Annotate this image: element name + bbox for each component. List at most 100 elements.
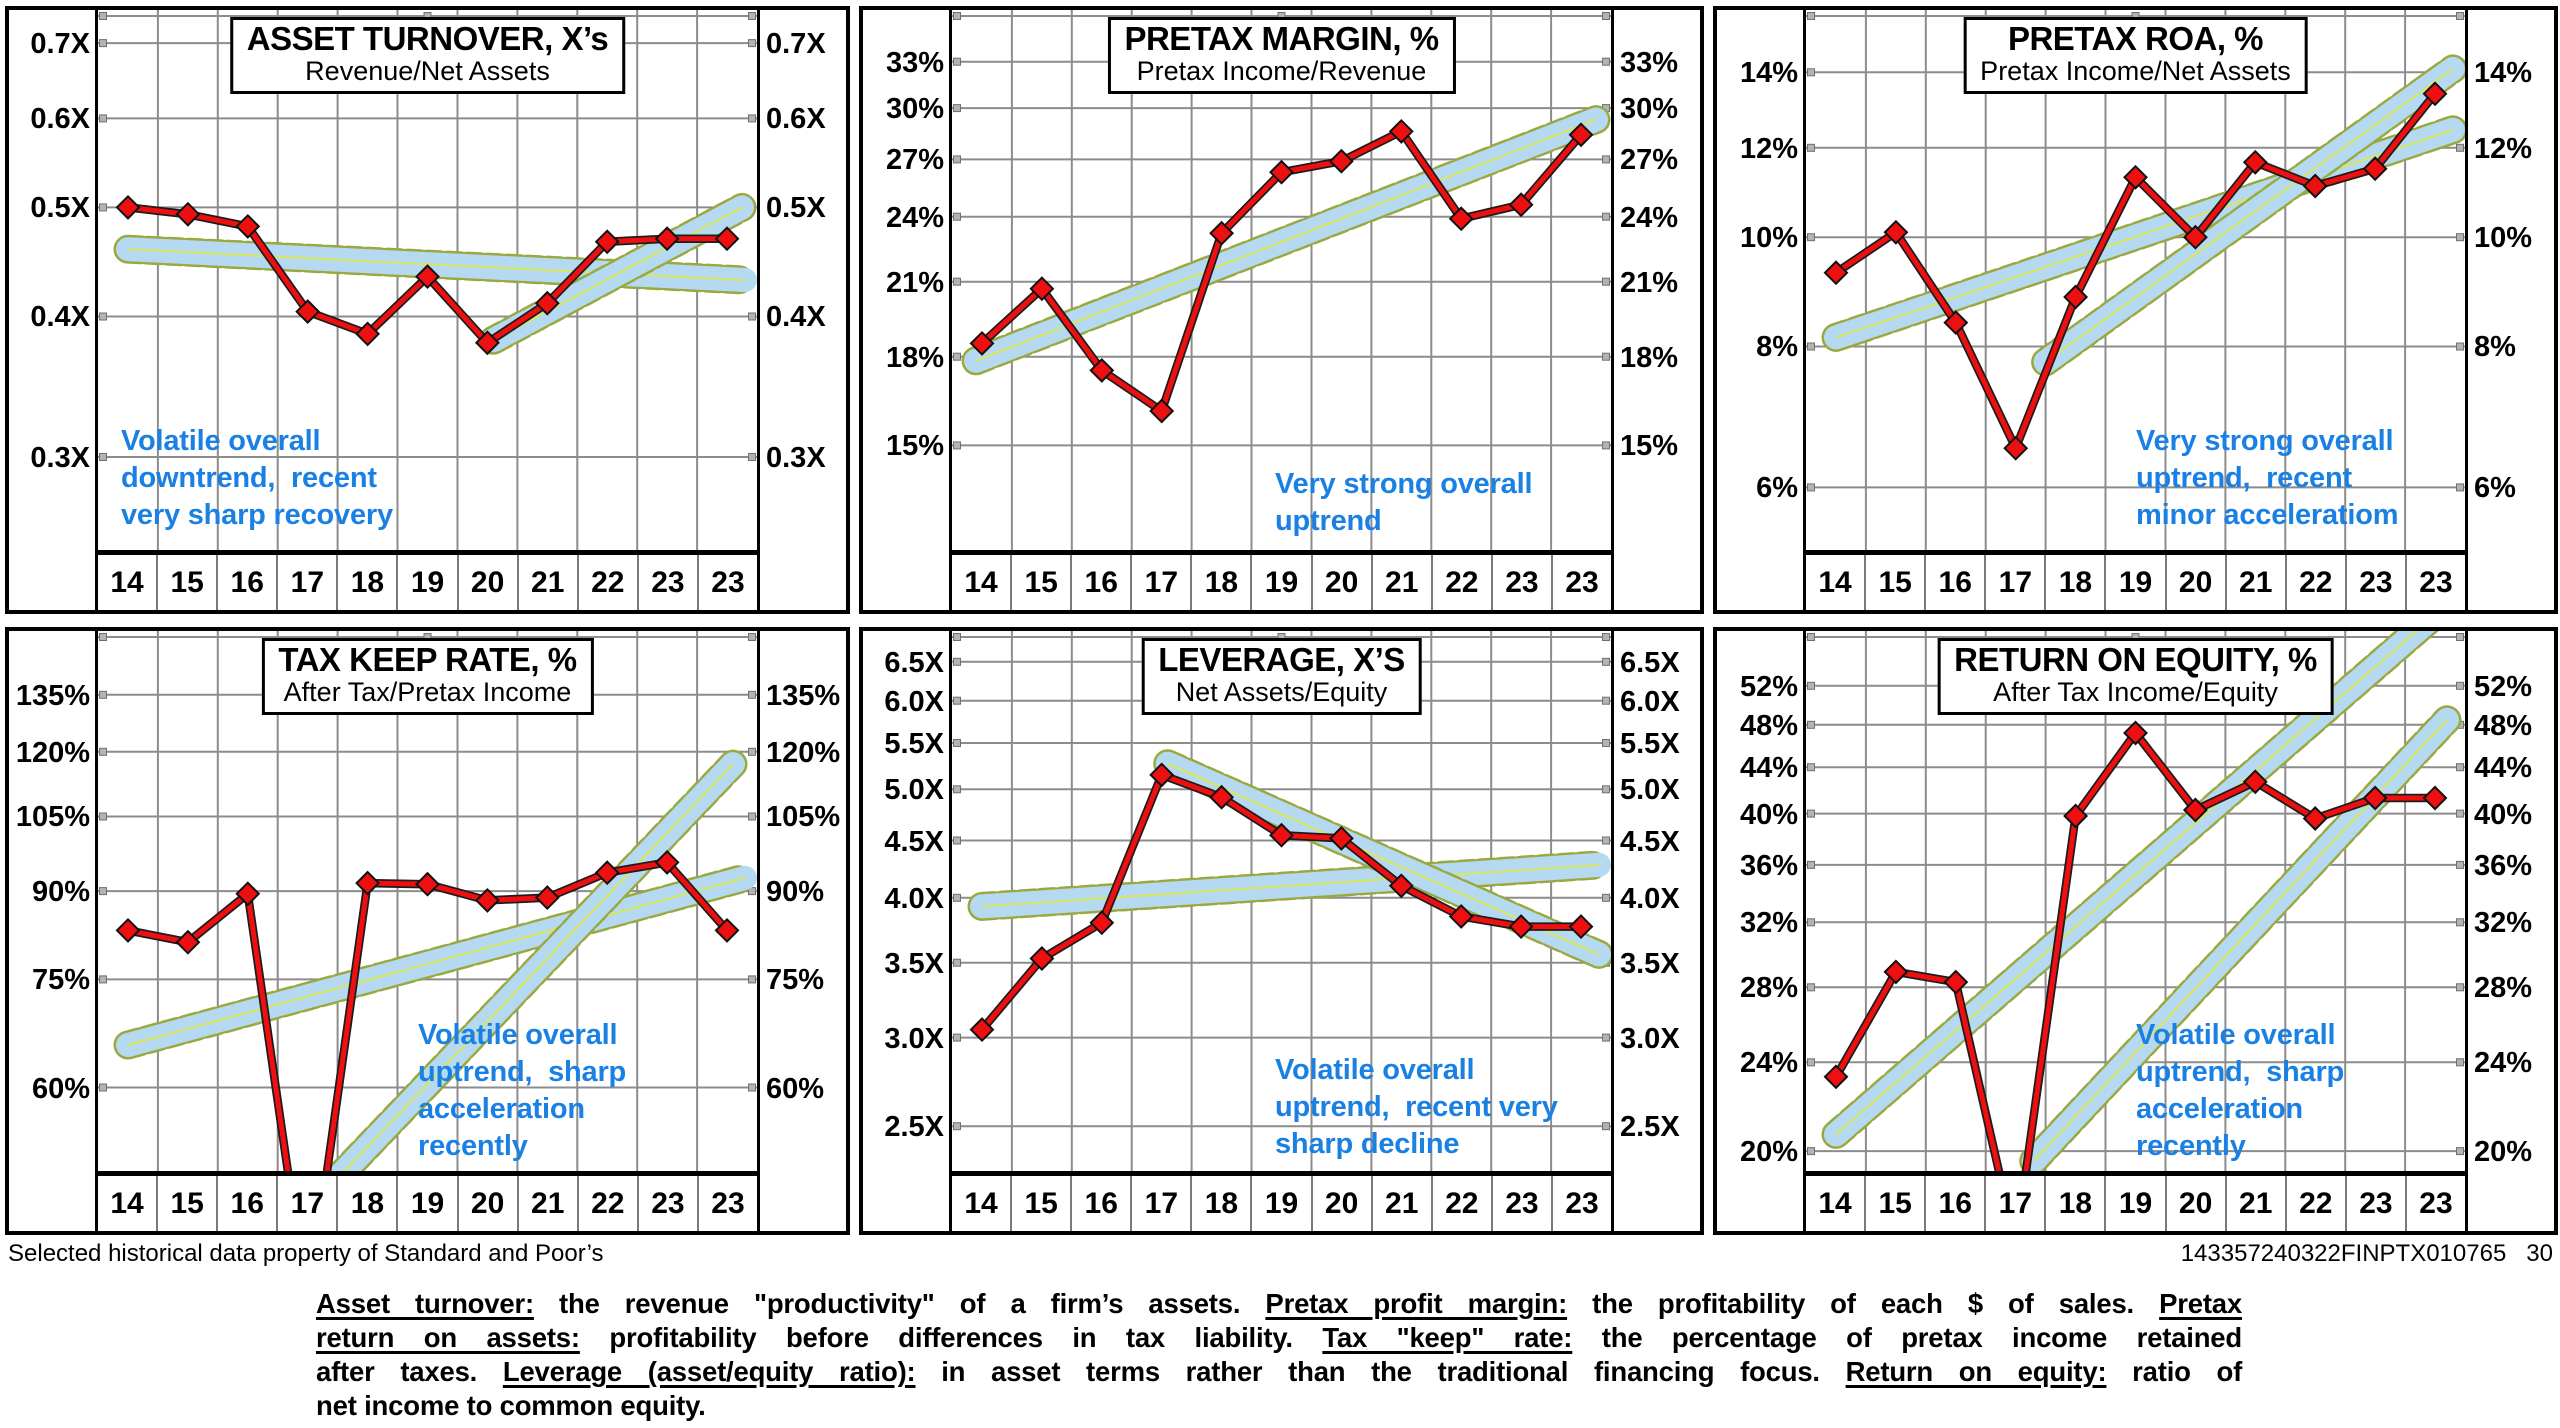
tick-handle (748, 633, 756, 641)
y-tick-label: 15% (1620, 430, 1679, 462)
plot-column: PRETAX MARGIN, % Pretax Income/Revenue Ver… (949, 10, 1614, 610)
data-point-diamond (2063, 284, 2089, 310)
y-tick-label: 135% (766, 680, 841, 712)
data-point-diamond (1448, 903, 1474, 929)
chart-title: RETURN ON EQUITY, % (1954, 641, 2317, 678)
x-axis-year-strip: 14 15 16 17 18 19 20 21 22 23 23 (952, 1176, 1611, 1231)
y-tick-label: 6% (2474, 472, 2516, 504)
chart-plot-svg (1806, 10, 2465, 550)
tick-handle (2456, 918, 2464, 927)
y-tick-label: 105% (15, 801, 90, 833)
chart-title-box: TAX KEEP RATE, % After Tax/Pretax Income (261, 638, 594, 715)
definition-term: Leverage (asset/equity ratio): (502, 1356, 916, 1387)
year-label: 14 (98, 1176, 159, 1231)
tick-handle (953, 277, 961, 286)
tick-handle (1602, 696, 1610, 705)
data-point-diamond (2302, 173, 2328, 199)
data-point-diamond (175, 929, 201, 955)
tick-handle (1807, 12, 1815, 20)
tick-handle (2456, 342, 2464, 351)
y-tick-label: 6.5X (1620, 647, 1680, 679)
chart-title: ASSET TURNOVER, X’s (246, 20, 609, 57)
data-point-diamond (1328, 825, 1354, 851)
chart-title-box: ASSET TURNOVER, X’s Revenue/Net Assets (229, 17, 626, 94)
definition-term: Tax "keep" rate: (1322, 1322, 1573, 1353)
year-label: 22 (579, 555, 639, 610)
data-point-diamond (2242, 769, 2268, 795)
plot-area: TAX KEEP RATE, % After Tax/Pretax Income V… (98, 631, 757, 1176)
y-tick-label: 30% (1620, 93, 1679, 125)
y-tick-label: 24% (1620, 202, 1679, 234)
y-tick-label: 24% (2474, 1047, 2533, 1079)
data-point-diamond (415, 871, 440, 897)
plot-column: PRETAX ROA, % Pretax Income/Net Assets Ver… (1803, 10, 2468, 610)
year-label: 16 (1926, 555, 1987, 610)
tick-handle (748, 747, 756, 756)
data-point-diamond (1209, 220, 1235, 246)
year-label: 19 (2106, 1176, 2167, 1231)
tick-handle (953, 441, 961, 450)
y-tick-label: 36% (2474, 850, 2533, 882)
y-tick-label: 5.0X (1620, 774, 1680, 806)
data-point-diamond (295, 299, 321, 325)
tick-handle (99, 690, 107, 699)
y-tick-label: 0.4X (766, 301, 826, 333)
tick-handle (1807, 233, 1815, 242)
tick-handle (2456, 143, 2464, 152)
data-point-diamond (1269, 159, 1294, 185)
y-tick-label: 3.0X (1620, 1023, 1680, 1055)
chart-plot-svg (952, 631, 1611, 1171)
tick-handle (748, 812, 756, 821)
year-label: 16 (218, 555, 279, 610)
tick-handle (953, 212, 961, 221)
y-tick-label: 14% (1739, 57, 1798, 89)
data-point-diamond (235, 881, 261, 907)
year-label: 21 (519, 1176, 579, 1231)
tick-handle (748, 114, 756, 123)
trend-annotation: Very strong overall uptrend (1275, 468, 1533, 537)
y-tick-label: 90% (31, 876, 90, 908)
tick-handle (748, 690, 756, 699)
y-tick-label: 21% (885, 267, 944, 299)
plot-area: ASSET TURNOVER, X’s Revenue/Net Assets Vol… (98, 10, 757, 555)
year-label: 17 (278, 1176, 339, 1231)
y-tick-label: 30% (885, 93, 944, 125)
definition-text: the profitability of each $ of sales. (1567, 1288, 2160, 1319)
data-point-diamond (1568, 914, 1594, 940)
plot-area: PRETAX MARGIN, % Pretax Income/Revenue Ver… (952, 10, 1611, 555)
tick-handle (99, 887, 107, 896)
x-axis-year-strip: 14 15 16 17 18 19 20 21 22 23 23 (952, 555, 1611, 610)
year-label: 23 (2347, 1176, 2407, 1231)
year-label: 19 (1252, 1176, 1313, 1231)
tick-handle (1602, 155, 1610, 164)
tick-handle (1807, 483, 1815, 492)
year-label: 23 (639, 1176, 699, 1231)
y-tick-label: 0.3X (766, 442, 826, 474)
year-label: 22 (2287, 555, 2347, 610)
y-tick-label: 10% (1739, 222, 1798, 254)
data-point-diamond (2242, 149, 2268, 175)
tick-handle (99, 453, 107, 461)
definition-term: Asset turnover: (316, 1288, 534, 1319)
data-point-diamond (1328, 148, 1354, 174)
chart-subtitle: After Tax Income/Equity (1993, 677, 2278, 707)
chart-panel-return-on-equity: 52% 48% 44% 40% 36% 32% 28% 24% 20% RETURN ON EQU… (1713, 627, 2558, 1235)
y-tick-label: 0.6X (766, 103, 826, 135)
y-tick-label: 90% (766, 876, 825, 908)
chart-panel-pretax-margin: 33% 30% 27% 24% 21% 18% 15% PRETAX MARGIN, % Pre… (859, 6, 1704, 614)
tick-handle (1807, 342, 1815, 351)
data-point-diamond (1508, 914, 1534, 940)
year-label: 14 (952, 1176, 1013, 1231)
year-label: 23 (2347, 555, 2407, 610)
tick-handle (953, 958, 961, 967)
year-label: 23 (1565, 1186, 1599, 1220)
year-label: 22 (1433, 555, 1493, 610)
data-point-diamond (1149, 398, 1175, 424)
year-label: 15 (1866, 1176, 1927, 1231)
tick-handle (99, 312, 107, 321)
chart-panel-tax-keep-rate: 135% 120% 105% 90% 75% 60% TAX KEEP RATE, % Aft… (5, 627, 850, 1235)
y-tick-label: 28% (2474, 972, 2533, 1004)
y-tick-label: 32% (1739, 907, 1798, 939)
y-tick-label: 0.4X (30, 301, 90, 333)
year-label: 20 (2167, 1176, 2227, 1231)
